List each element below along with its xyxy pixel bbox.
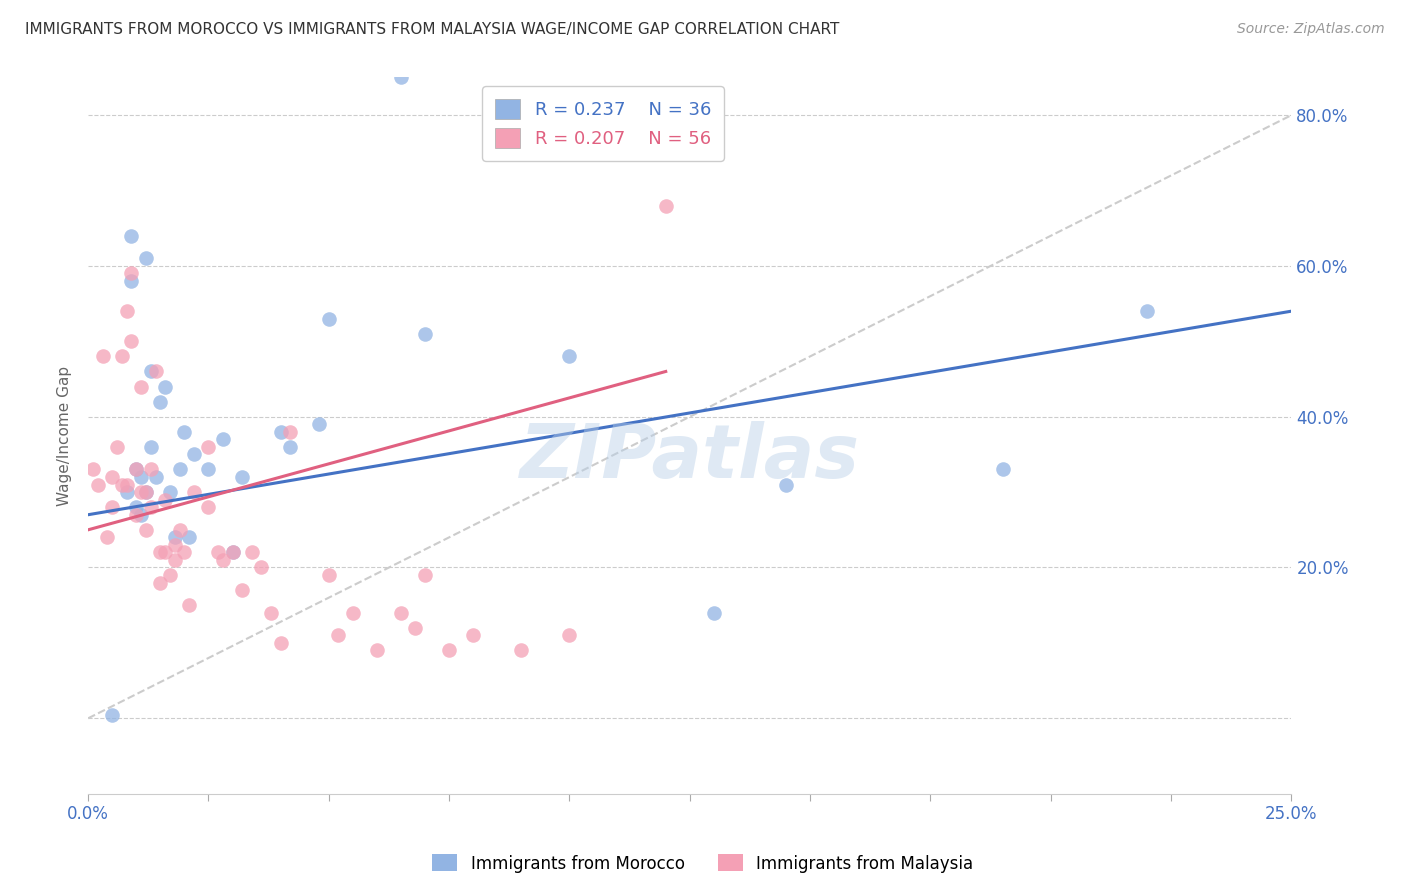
Point	[240, 545, 263, 559]
Point	[197, 440, 219, 454]
Point	[101, 470, 124, 484]
Point	[558, 628, 581, 642]
Point	[159, 485, 181, 500]
Point	[183, 485, 205, 500]
Point	[129, 508, 152, 522]
Point	[159, 568, 181, 582]
Point	[278, 425, 301, 439]
Point	[703, 606, 725, 620]
Point	[121, 267, 143, 281]
Point	[163, 553, 186, 567]
Point	[169, 462, 191, 476]
Point	[179, 530, 201, 544]
Point	[318, 311, 340, 326]
Point	[231, 470, 253, 484]
Point	[139, 462, 162, 476]
Point	[121, 274, 143, 288]
Point	[135, 523, 157, 537]
Point	[149, 575, 172, 590]
Point	[775, 477, 797, 491]
Point	[389, 606, 412, 620]
Point	[278, 440, 301, 454]
Point	[169, 523, 191, 537]
Point	[366, 643, 388, 657]
Point	[121, 228, 143, 243]
Point	[413, 568, 436, 582]
Point	[389, 70, 412, 85]
Point	[139, 500, 162, 515]
Point	[135, 485, 157, 500]
Point	[101, 707, 124, 722]
Point	[510, 643, 533, 657]
Point	[318, 568, 340, 582]
Point	[221, 545, 243, 559]
Point	[115, 485, 138, 500]
Point	[197, 500, 219, 515]
Point	[149, 545, 172, 559]
Point	[96, 530, 118, 544]
Point	[82, 462, 104, 476]
Point	[463, 628, 485, 642]
Point	[654, 199, 676, 213]
Point	[413, 326, 436, 341]
Point	[328, 628, 350, 642]
Point	[87, 477, 110, 491]
Point	[221, 545, 243, 559]
Point	[135, 252, 157, 266]
Point	[139, 364, 162, 378]
Point	[250, 560, 273, 574]
Point	[115, 477, 138, 491]
Point	[115, 304, 138, 318]
Point	[129, 485, 152, 500]
Point	[91, 350, 114, 364]
Point	[173, 425, 195, 439]
Point	[101, 500, 124, 515]
Point	[153, 492, 176, 507]
Point	[111, 350, 134, 364]
Point	[308, 417, 330, 432]
Point	[125, 500, 148, 515]
Point	[121, 334, 143, 349]
Point	[163, 538, 186, 552]
Y-axis label: Wage/Income Gap: Wage/Income Gap	[58, 366, 72, 506]
Point	[125, 462, 148, 476]
Legend: Immigrants from Morocco, Immigrants from Malaysia: Immigrants from Morocco, Immigrants from…	[426, 847, 980, 880]
Point	[212, 433, 235, 447]
Point	[991, 462, 1014, 476]
Point	[105, 440, 128, 454]
Point	[558, 350, 581, 364]
Point	[173, 545, 195, 559]
Point	[260, 606, 283, 620]
Point	[111, 477, 134, 491]
Point	[404, 621, 426, 635]
Point	[129, 470, 152, 484]
Point	[197, 462, 219, 476]
Text: ZIPatlas: ZIPatlas	[520, 420, 860, 493]
Point	[179, 598, 201, 612]
Point	[270, 425, 292, 439]
Point	[153, 379, 176, 393]
Point	[231, 583, 253, 598]
Point	[163, 530, 186, 544]
Point	[145, 470, 167, 484]
Legend: R = 0.237    N = 36, R = 0.207    N = 56: R = 0.237 N = 36, R = 0.207 N = 56	[482, 87, 724, 161]
Point	[183, 447, 205, 461]
Point	[125, 462, 148, 476]
Text: Source: ZipAtlas.com: Source: ZipAtlas.com	[1237, 22, 1385, 37]
Point	[135, 485, 157, 500]
Point	[270, 636, 292, 650]
Point	[1136, 304, 1159, 318]
Point	[145, 364, 167, 378]
Point	[139, 440, 162, 454]
Point	[437, 643, 460, 657]
Text: IMMIGRANTS FROM MOROCCO VS IMMIGRANTS FROM MALAYSIA WAGE/INCOME GAP CORRELATION : IMMIGRANTS FROM MOROCCO VS IMMIGRANTS FR…	[25, 22, 839, 37]
Point	[212, 553, 235, 567]
Point	[125, 508, 148, 522]
Point	[342, 606, 364, 620]
Point	[129, 379, 152, 393]
Point	[149, 394, 172, 409]
Point	[153, 545, 176, 559]
Point	[207, 545, 229, 559]
